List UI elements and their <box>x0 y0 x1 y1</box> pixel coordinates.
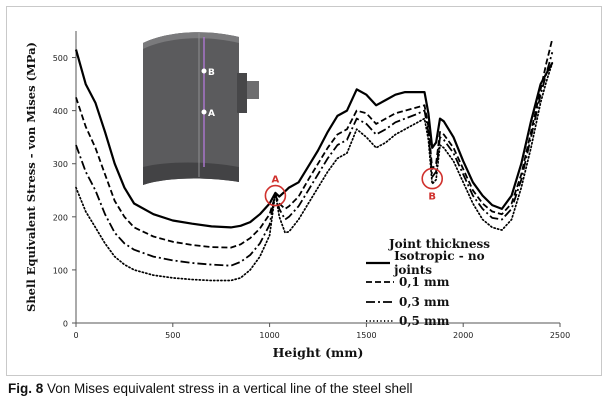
y-axis-title: Shell Equivalent Stress - von Mises (MPa… <box>24 42 38 312</box>
legend-title: Joint thickness <box>389 237 491 251</box>
series-line-isotropic-no-joints <box>74 49 554 229</box>
legend-swatch <box>366 261 391 264</box>
x-tick-label: 2000 <box>453 331 473 340</box>
y-tick-label: 300 <box>53 160 68 169</box>
series-layer <box>74 38 554 282</box>
annotation-label-b: B <box>428 192 436 203</box>
legend-label: 0,3 mm <box>399 294 450 309</box>
stress-chart: 0 100 200 300 400 500 0 500 1000 1500 2000 2500 She… <box>24 31 570 360</box>
legend-item: Isotropic - no joints <box>365 249 505 277</box>
figure-label: Fig. 8 <box>8 381 44 396</box>
legend-item: 0,1 mm <box>365 273 505 293</box>
shell-side-handle <box>247 81 259 99</box>
annotation-circle-b <box>421 167 444 190</box>
series-line-0-3-mm <box>75 51 554 267</box>
x-axis-title: Height (mm) <box>273 345 364 360</box>
annotation-layer: AB <box>264 167 444 207</box>
figure-frame: 0 100 200 300 400 500 0 500 1000 1500 2000 2500 She… <box>6 6 602 376</box>
shell-side-bracket <box>237 73 247 113</box>
legend-rows: Isotropic - no joints 0,1 mm 0,3 mm 0,5 mm <box>365 249 505 332</box>
legend-label: 0,1 mm <box>399 275 450 290</box>
x-tick-label: 1500 <box>356 331 376 340</box>
x-tick-label: 0 <box>73 331 78 340</box>
series-line-0-1-mm <box>75 38 554 249</box>
shell-model-illustration: B A <box>143 32 259 186</box>
x-tick-label: 500 <box>165 331 180 340</box>
annotation-label-a: A <box>272 175 280 186</box>
legend-swatch <box>366 300 394 303</box>
x-tick-label: 2500 <box>550 331 570 340</box>
legend-label: 0,5 mm <box>399 314 450 329</box>
shell-bottom-skirt <box>143 162 239 185</box>
y-tick-label: 400 <box>53 107 68 116</box>
legend-label: Isotropic - no joints <box>394 248 485 277</box>
legend-swatch <box>366 281 394 284</box>
legend-item: 0,5 mm <box>365 312 505 332</box>
series-line-0-5-mm <box>75 62 554 282</box>
legend: Joint thickness Isotropic - no joints 0,1… <box>365 237 505 331</box>
caption-text: Von Mises equivalent stress in a vertica… <box>43 381 413 396</box>
shell-top-rim <box>143 32 239 49</box>
y-tick-label: 100 <box>53 266 68 275</box>
y-tick-label: 500 <box>53 54 68 63</box>
y-tick-label: 200 <box>53 213 68 222</box>
annotation-circle-a <box>264 184 287 207</box>
axis-ticks: 0 100 200 300 400 500 0 500 1000 1500 2000 2500 <box>53 54 570 340</box>
shell-body <box>143 32 239 186</box>
legend-item: 0,3 mm <box>365 292 505 312</box>
model-point-b <box>201 68 207 74</box>
model-point-a <box>201 109 207 115</box>
legend-swatch <box>366 320 394 323</box>
y-tick-label: 0 <box>63 320 68 329</box>
figure-caption: Fig. 8 Von Mises equivalent stress in a … <box>8 381 412 396</box>
model-point-b-label: B <box>208 68 215 78</box>
model-point-a-label: A <box>208 109 215 119</box>
x-tick-label: 1000 <box>259 331 279 340</box>
